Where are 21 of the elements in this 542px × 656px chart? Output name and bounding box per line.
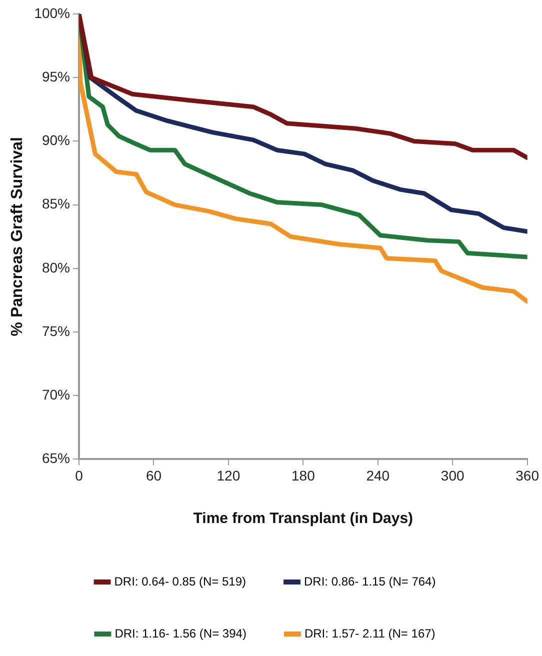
x-axis-title: Time from Transplant (in Days) xyxy=(193,510,414,528)
x-tick-label: 180 xyxy=(291,467,316,484)
x-tick-label: 120 xyxy=(216,467,240,484)
x-tick-label: 240 xyxy=(366,467,390,484)
y-tick-label: 70% xyxy=(42,386,70,402)
y-tick-label: 90% xyxy=(42,132,70,148)
y-tick-label: 75% xyxy=(42,322,70,339)
legend-label: DRI: 0.86- 1.15 (N= 764) xyxy=(304,574,436,588)
y-tick-label: 100% xyxy=(34,4,70,21)
legend-label: DRI: 1.16- 1.56 (N= 394) xyxy=(114,626,246,640)
y-axis-title: % Pancreas Graft Survival xyxy=(9,136,26,336)
x-tick-label: 300 xyxy=(440,467,464,484)
x-tick-label: 60 xyxy=(146,467,162,484)
y-tick-label: 85% xyxy=(42,196,70,212)
legend-label: DRI: 1.57- 2.11 (N= 167) xyxy=(304,626,436,640)
x-tick-label: 0 xyxy=(75,467,84,484)
y-tick-label: 95% xyxy=(42,68,70,84)
y-tick-label: 65% xyxy=(42,450,70,466)
legend-label: DRI: 0.64- 0.85 (N= 519) xyxy=(114,574,246,588)
x-tick-label: 360 xyxy=(516,467,540,484)
y-tick-label: 80% xyxy=(42,259,70,276)
